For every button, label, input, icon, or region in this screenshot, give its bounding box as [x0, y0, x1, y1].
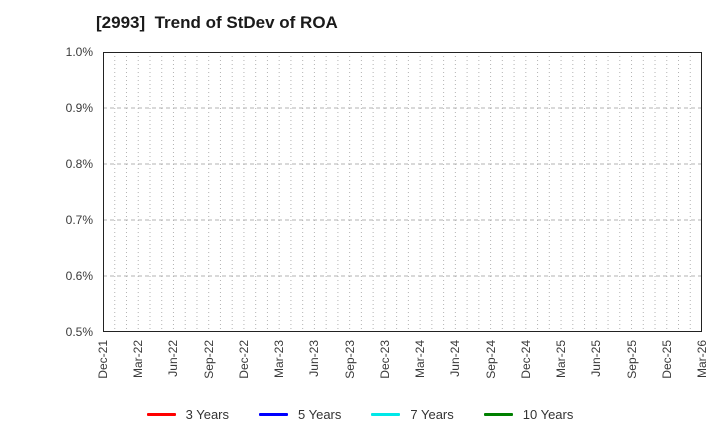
y-tick-label: 0.7% — [65, 213, 93, 227]
legend-item-7-years: 7 Years — [371, 406, 454, 423]
legend: 3 Years 5 Years 7 Years 10 Years — [0, 406, 720, 423]
x-tick-label: Jun-25 — [589, 340, 604, 377]
x-tick-label: Mar-26 — [695, 340, 709, 379]
x-tick-label: Jun-22 — [166, 340, 181, 377]
y-tick-label: 0.6% — [65, 269, 93, 283]
x-tick-label: Mar-22 — [131, 340, 146, 379]
legend-line-swatch — [483, 413, 513, 416]
x-tick-label: Mar-23 — [272, 340, 287, 379]
x-tick-label: Sep-22 — [201, 340, 216, 379]
legend-item-10-years: 10 Years — [483, 406, 574, 423]
legend-line-swatch — [259, 413, 288, 416]
y-tick-label: 0.9% — [65, 101, 93, 115]
legend-label: 10 Years — [522, 407, 574, 422]
x-tick-label: Dec-24 — [518, 340, 533, 379]
chart-title: [2993] Trend of StDev of ROA — [96, 13, 338, 32]
x-tick-label: Mar-24 — [413, 340, 428, 379]
legend-item-5-years: 5 Years — [259, 406, 341, 423]
x-tick-label: Dec-22 — [236, 340, 251, 379]
y-tick-label: 1.0% — [65, 45, 93, 59]
legend-label: 3 Years — [185, 407, 229, 422]
legend-label: 7 Years — [410, 407, 454, 422]
x-tick-label: Sep-23 — [342, 340, 357, 379]
legend-line-swatch — [146, 413, 176, 416]
x-tick-label: Mar-25 — [554, 340, 569, 379]
y-tick-label: 0.5% — [65, 325, 93, 339]
x-tick-label: Jun-24 — [448, 340, 463, 377]
x-tick-label: Jun-23 — [307, 340, 322, 377]
x-tick-label: Dec-21 — [96, 340, 110, 379]
x-tick-label: Dec-25 — [659, 340, 674, 379]
x-tick-label: Dec-23 — [377, 340, 392, 379]
plot-area — [103, 52, 702, 332]
x-tick-label: Sep-25 — [624, 340, 639, 379]
x-tick-label: Sep-24 — [483, 340, 498, 379]
y-tick-label: 0.8% — [65, 157, 93, 171]
legend-label: 5 Years — [298, 407, 342, 422]
legend-item-3-years: 3 Years — [146, 406, 229, 423]
legend-line-swatch — [371, 413, 401, 416]
